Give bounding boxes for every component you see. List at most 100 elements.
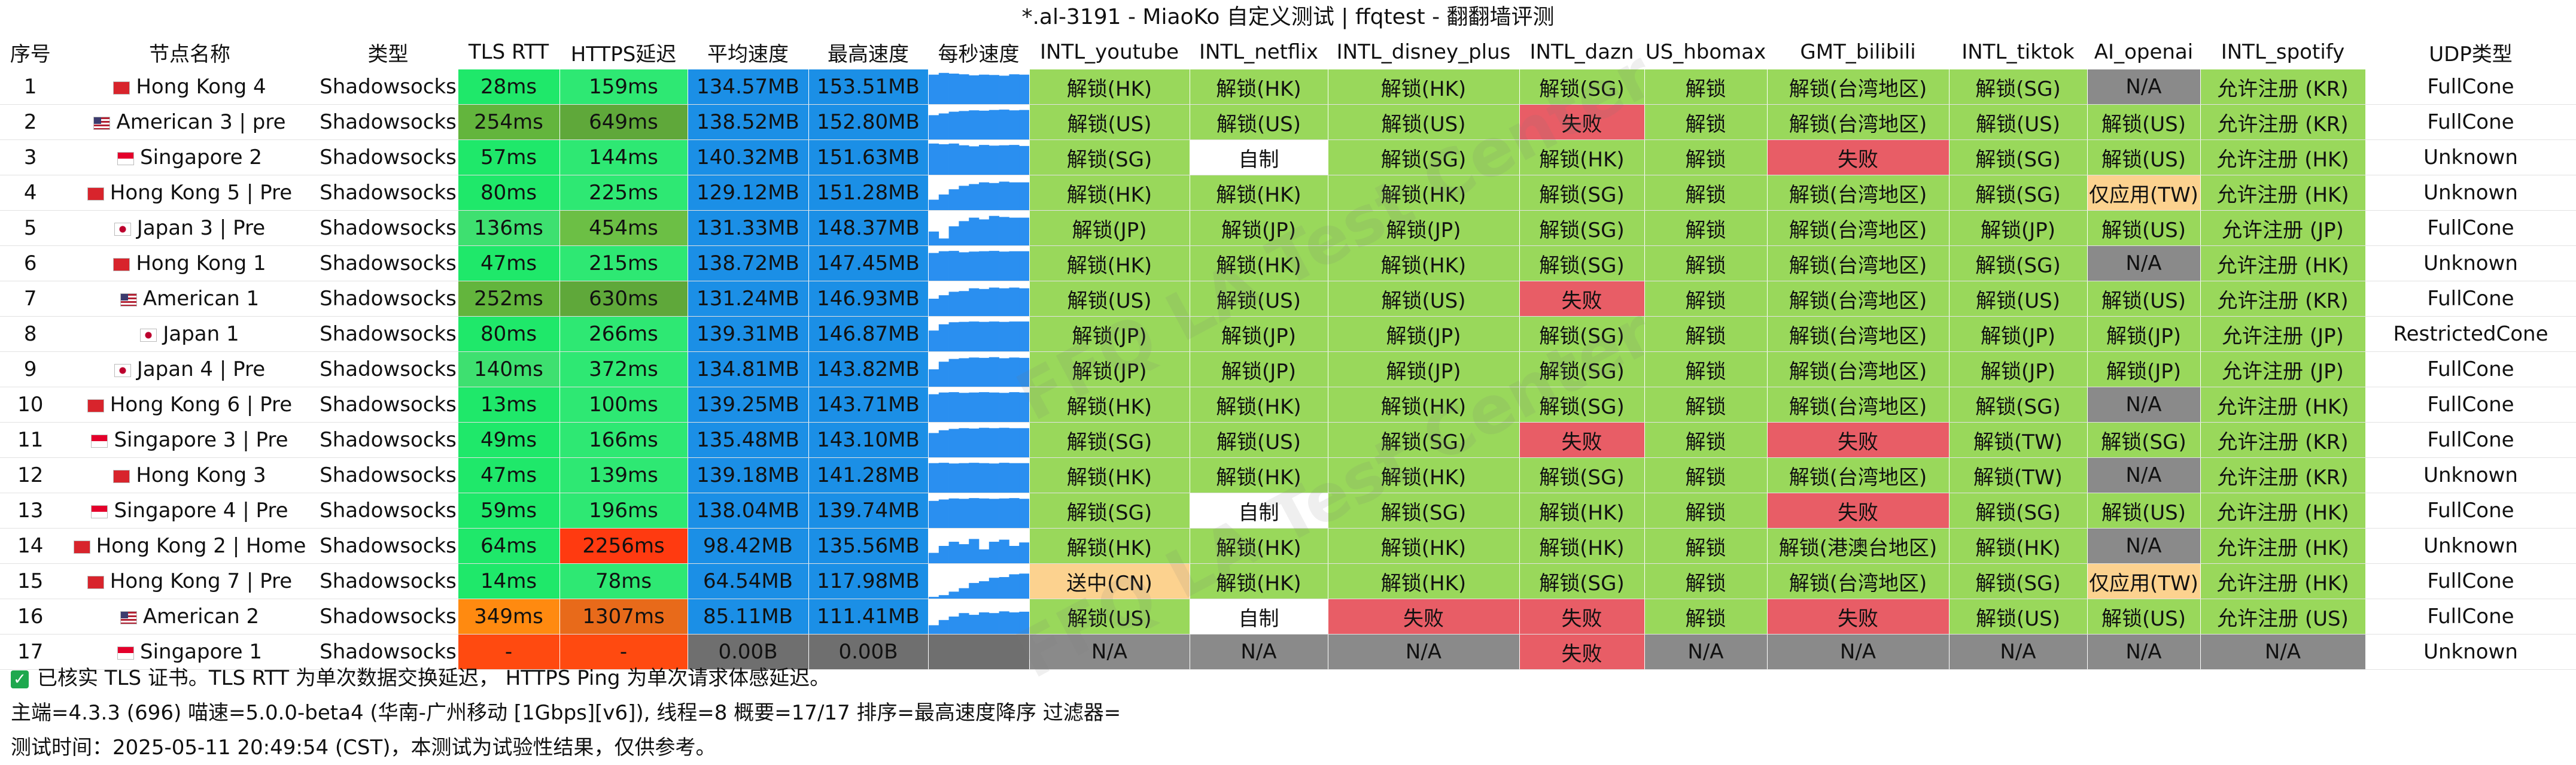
table-row: 3 Singapore 2 Shadowsocks 57ms 144ms 140.32MB…	[0, 139, 2576, 175]
row-index: 5	[0, 210, 62, 246]
unlock-disney: 解锁(HK)	[1328, 69, 1520, 105]
unlock-spotify: 允许注册 (KR)	[2200, 281, 2366, 317]
speed-bar	[1008, 321, 1020, 351]
proxy-type: Shadowsocks	[318, 139, 458, 175]
speed-bar	[1008, 546, 1020, 563]
unlock-youtube: 解锁(JP)	[1029, 210, 1190, 246]
unlock-youtube: 解锁(HK)	[1029, 175, 1190, 211]
speed-bar	[938, 144, 949, 175]
unlock-tiktok: 解锁(JP)	[1949, 316, 2088, 352]
column-header: GMT_bilibili	[1767, 35, 1950, 69]
speed-bar	[948, 429, 959, 457]
max-speed: 139.74MB	[808, 493, 929, 529]
row-index: 3	[0, 139, 62, 175]
speed-bar	[978, 321, 989, 351]
node-name-text: Japan 1	[163, 322, 239, 346]
speed-bar	[999, 498, 1009, 528]
speed-bar	[968, 357, 979, 387]
speed-bar	[999, 110, 1009, 139]
unlock-netflix: 解锁(US)	[1190, 104, 1328, 140]
speed-bar	[958, 428, 969, 457]
unlock-openai: 解锁(US)	[2087, 104, 2201, 140]
unlock-youtube: 解锁(HK)	[1029, 387, 1190, 423]
unlock-netflix: 解锁(HK)	[1190, 563, 1328, 599]
speed-bar	[999, 427, 1009, 457]
column-header: 平均速度	[688, 35, 809, 69]
max-speed: 152.80MB	[808, 104, 929, 140]
speed-bar	[989, 321, 999, 351]
node-name: Singapore 2	[61, 139, 319, 175]
speed-bar	[978, 549, 989, 563]
tls-rtt: 64ms	[458, 528, 560, 564]
speed-bar	[978, 357, 989, 387]
tls-rtt: 136ms	[458, 210, 560, 246]
unlock-tiktok: 解锁(JP)	[1949, 351, 2088, 387]
speed-bar	[978, 251, 989, 281]
speed-bar	[968, 463, 979, 493]
unlock-youtube: 送中(CN)	[1029, 563, 1190, 599]
unlock-disney: 解锁(SG)	[1328, 493, 1520, 529]
speed-bar	[978, 463, 989, 493]
https-latency: -	[559, 634, 688, 670]
unlock-netflix: 解锁(US)	[1190, 422, 1328, 458]
avg-speed: 134.57MB	[688, 69, 809, 105]
https-latency: 139ms	[559, 457, 688, 493]
avg-speed: 131.33MB	[688, 210, 809, 246]
speed-bar	[989, 75, 999, 104]
max-speed: 146.87MB	[808, 316, 929, 352]
unlock-disney: 解锁(HK)	[1328, 563, 1520, 599]
unlock-tiktok: 解锁(SG)	[1949, 139, 2088, 175]
avg-speed: 139.31MB	[688, 316, 809, 352]
unlock-bili: 解锁(台湾地区)	[1767, 69, 1950, 105]
speed-bar	[968, 539, 979, 563]
speed-bar	[989, 183, 999, 210]
column-header: INTL_spotify	[2200, 35, 2366, 69]
row-index: 12	[0, 457, 62, 493]
unlock-disney: 解锁(HK)	[1328, 528, 1520, 564]
speed-bar	[938, 295, 949, 316]
hk-flag-icon	[87, 399, 104, 412]
speed-bar	[1018, 611, 1029, 634]
max-speed: 153.51MB	[808, 69, 929, 105]
proxy-type: Shadowsocks	[318, 387, 458, 423]
speed-bar	[1008, 357, 1020, 387]
avg-speed: 134.81MB	[688, 351, 809, 387]
speed-bar	[1008, 612, 1020, 634]
speed-bar	[948, 463, 959, 493]
per-second-speed	[928, 281, 1030, 317]
row-index: 10	[0, 387, 62, 423]
https-latency: 1307ms	[559, 599, 688, 635]
proxy-type: Shadowsocks	[318, 281, 458, 317]
speed-sparkline	[928, 251, 1029, 281]
speed-bar	[968, 110, 979, 139]
unlock-dazn: 失败	[1519, 104, 1645, 140]
speed-bar	[999, 358, 1009, 387]
speed-bar	[938, 113, 949, 139]
unlock-spotify: 允许注册 (KR)	[2200, 422, 2366, 458]
unlock-netflix: 解锁(HK)	[1190, 245, 1328, 281]
hk-flag-icon	[113, 257, 130, 271]
max-speed: 141.28MB	[808, 457, 929, 493]
proxy-type: Shadowsocks	[318, 563, 458, 599]
avg-speed: 139.25MB	[688, 387, 809, 423]
unlock-disney: 解锁(HK)	[1328, 457, 1520, 493]
node-name: Singapore 4 | Pre	[61, 493, 319, 529]
speed-bar	[968, 146, 979, 175]
https-latency: 372ms	[559, 351, 688, 387]
speed-bar	[989, 287, 999, 316]
proxy-type: Shadowsocks	[318, 104, 458, 140]
unlock-youtube: 解锁(US)	[1029, 281, 1190, 317]
https-latency: 266ms	[559, 316, 688, 352]
max-speed: 143.10MB	[808, 422, 929, 458]
row-index: 9	[0, 351, 62, 387]
speed-bar	[948, 542, 959, 563]
https-latency: 100ms	[559, 387, 688, 423]
header-row: 序号 节点名称 类型 TLS RTT HTTPS延迟 平均速度 最高速度 每秒速度 INTL_y…	[0, 35, 2576, 69]
unlock-openai: N/A	[2087, 528, 2201, 564]
us-flag-icon	[120, 611, 137, 624]
unlock-netflix: 解锁(HK)	[1190, 69, 1328, 105]
speed-bar	[938, 392, 949, 422]
speed-bar	[989, 251, 999, 281]
speed-bar	[989, 463, 999, 493]
proxy-type: Shadowsocks	[318, 316, 458, 352]
